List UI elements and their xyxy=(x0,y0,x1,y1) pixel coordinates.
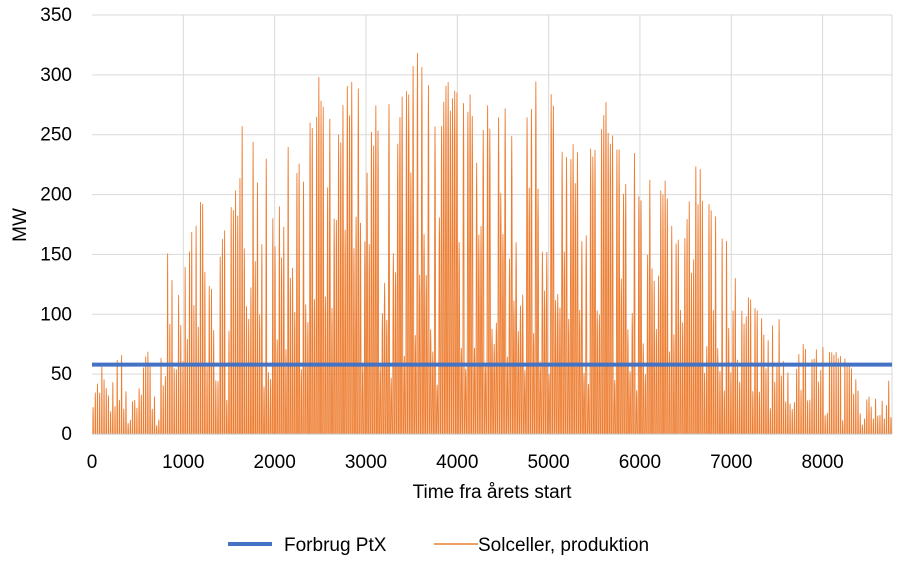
y-tick-label: 150 xyxy=(40,244,72,265)
x-tick-label: 0 xyxy=(87,452,98,473)
y-axis-title: MW xyxy=(10,208,31,242)
axes: 0 50 100 150 200 250 300 350 0 1000 2000 3000 4000 50… xyxy=(40,5,892,473)
x-tick-label: 3000 xyxy=(345,452,387,473)
x-tick-label: 4000 xyxy=(436,452,478,473)
legend-label-solceller-produktion: Solceller, produktion xyxy=(478,535,649,556)
x-tick-label: 5000 xyxy=(527,452,569,473)
y-tick-label: 300 xyxy=(40,65,72,86)
y-tick-label: 350 xyxy=(40,5,72,26)
x-tick-label: 2000 xyxy=(254,452,296,473)
y-tick-label: 0 xyxy=(61,424,72,445)
legend: Forbrug PtX Solceller, produktion xyxy=(228,535,649,556)
x-tick-label: 8000 xyxy=(801,452,843,473)
y-tick-label: 50 xyxy=(51,364,72,385)
x-axis-title: Time fra årets start xyxy=(413,482,572,503)
series-line-solceller-produktion xyxy=(92,52,892,435)
plot-area xyxy=(92,52,892,435)
x-tick-label: 1000 xyxy=(162,452,204,473)
y-tick-label: 100 xyxy=(40,304,72,325)
y-tick-label: 200 xyxy=(40,185,72,206)
x-tick-label: 6000 xyxy=(619,452,661,473)
legend-label-forbrug-ptx: Forbrug PtX xyxy=(284,535,387,556)
y-tick-label: 250 xyxy=(40,125,72,146)
x-tick-label: 7000 xyxy=(710,452,752,473)
